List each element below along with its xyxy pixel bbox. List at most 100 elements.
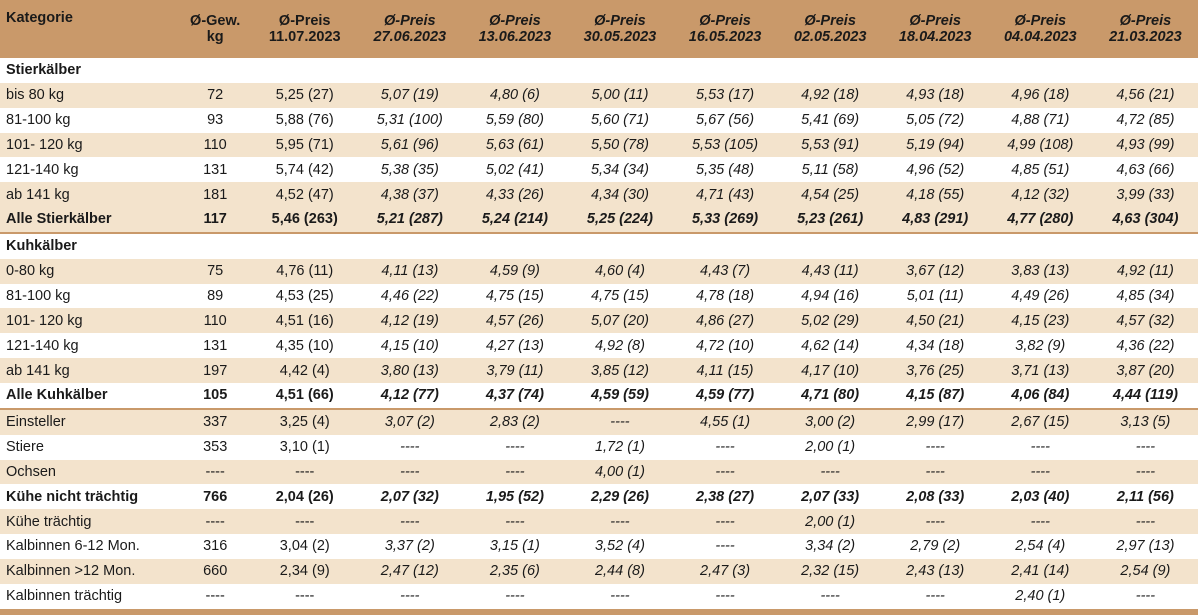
price-cell: 3,85 (12) (567, 358, 673, 383)
price-cell: 4,88 (71) (987, 107, 1093, 133)
price-cell: 3,07 (2) (357, 407, 463, 435)
price-cell: 4,76 (11) (252, 258, 358, 284)
price-cell: 3,34 (2) (777, 534, 883, 559)
price-cell: 4,78 (18) (672, 283, 778, 309)
price-cell: 5,61 (96) (357, 132, 463, 158)
category-cell: Kalbinnen 6-12 Mon. (0, 534, 179, 559)
price-cell: 4,92 (18) (777, 82, 883, 108)
table-row: Ochsen ---- ---- ---- ---- 4,00 (1) ---- ---- --… (0, 459, 1198, 485)
price-cell: 4,00 (1) (567, 459, 673, 485)
price-cell: ---- (252, 459, 358, 485)
header-price-date: Ø-Preis 16.05.2023 (672, 0, 778, 58)
price-cell: 5,53 (17) (672, 82, 778, 108)
price-cell: 5,02 (41) (462, 157, 568, 183)
price-cell: 5,31 (100) (357, 107, 463, 133)
price-cell: 4,57 (26) (462, 308, 568, 334)
price-cell: 4,49 (26) (987, 283, 1093, 309)
price-cell: ---- (672, 459, 778, 485)
price-cell: ---- (672, 583, 778, 609)
price-cell: 3,80 (13) (357, 358, 463, 383)
price-cell: 3,87 (20) (1092, 358, 1198, 383)
price-cell: 4,37 (74) (462, 382, 568, 410)
price-cell: 4,11 (15) (672, 358, 778, 383)
price-cell: 5,46 (263) (252, 207, 358, 234)
category-cell: ab 141 kg (0, 182, 179, 208)
price-cell: 2,54 (9) (1092, 558, 1198, 584)
table-row: 101- 120 kg 110 4,51 (16) 4,12 (19) 4,57 (26… (0, 308, 1198, 334)
price-cell: 2,32 (15) (777, 558, 883, 584)
weight-cell: 337 (178, 407, 253, 435)
price-cell: ---- (882, 434, 988, 460)
table-row: 121-140 kg 131 5,74 (42) 5,38 (35) 5,02 (41)… (0, 157, 1198, 183)
price-cell: 4,94 (16) (777, 283, 883, 309)
weight-cell: 131 (178, 333, 253, 359)
header-price-date: Ø-Preis 18.04.2023 (882, 0, 988, 58)
price-cell: 2,54 (4) (987, 534, 1093, 559)
price-cell: 4,63 (304) (1092, 207, 1198, 234)
price-cell: 3,13 (5) (1092, 407, 1198, 435)
price-cell: 5,00 (11) (567, 82, 673, 108)
price-cell: 2,00 (1) (777, 509, 883, 535)
price-cell: 2,29 (26) (567, 484, 673, 510)
price-cell: 2,40 (1) (987, 583, 1093, 609)
price-cell: 3,52 (4) (567, 534, 673, 559)
table-row: Kalbinnen trächtig ---- ---- ---- ---- ---- --… (0, 583, 1198, 609)
price-cell: 4,42 (4) (252, 358, 358, 383)
price-cell: 5,95 (71) (252, 132, 358, 158)
price-cell: ---- (777, 583, 883, 609)
price-cell: 4,15 (10) (357, 333, 463, 359)
weight-cell: ---- (178, 583, 253, 609)
price-cell: 3,15 (1) (462, 534, 568, 559)
price-cell: ---- (987, 459, 1093, 485)
price-cell: ---- (672, 509, 778, 535)
weight-cell: 197 (178, 358, 253, 383)
table-row: ab 141 kg 181 4,52 (47) 4,38 (37) 4,33 (26) 4… (0, 182, 1198, 208)
price-cell: ---- (777, 459, 883, 485)
weight-cell: 105 (178, 382, 253, 410)
category-cell: Stiere (0, 434, 179, 460)
category-cell: Alle Kuhkälber (0, 382, 179, 410)
price-cell: 4,71 (80) (777, 382, 883, 410)
price-cell: 4,43 (11) (777, 258, 883, 284)
price-cell: 2,83 (2) (462, 407, 568, 435)
table-row: 0-80 kg 75 4,76 (11) 4,11 (13) 4,59 (9) 4,60 … (0, 258, 1198, 284)
weight-cell: ---- (178, 509, 253, 535)
price-cell: 4,60 (4) (567, 258, 673, 284)
price-cell: 4,96 (52) (882, 157, 988, 183)
price-cell: 5,35 (48) (672, 157, 778, 183)
category-cell: 101- 120 kg (0, 132, 179, 158)
price-cell: 5,74 (42) (252, 157, 358, 183)
price-cell: 4,57 (32) (1092, 308, 1198, 334)
price-cell: ---- (672, 434, 778, 460)
category-cell: bis 80 kg (0, 82, 179, 108)
price-cell: 4,80 (6) (462, 82, 568, 108)
price-cell: 5,19 (94) (882, 132, 988, 158)
price-cell: 3,71 (13) (987, 358, 1093, 383)
price-cell: 1,95 (52) (462, 484, 568, 510)
price-cell: 4,92 (11) (1092, 258, 1198, 284)
price-cell: 5,59 (80) (462, 107, 568, 133)
header-price-date: Ø-Preis 04.04.2023 (987, 0, 1093, 58)
price-cell: ---- (882, 459, 988, 485)
price-cell: 4,75 (15) (462, 283, 568, 309)
price-cell: 4,59 (9) (462, 258, 568, 284)
price-cell: 4,56 (21) (1092, 82, 1198, 108)
price-cell: 4,34 (18) (882, 333, 988, 359)
price-cell: 2,07 (32) (357, 484, 463, 510)
price-cell: ---- (1092, 583, 1198, 609)
price-cell: 3,99 (33) (1092, 182, 1198, 208)
price-cell: 5,25 (27) (252, 82, 358, 108)
price-cell: ---- (357, 459, 463, 485)
category-cell: 121-140 kg (0, 333, 179, 359)
price-cell: 4,15 (87) (882, 382, 988, 410)
price-cell: 4,93 (99) (1092, 132, 1198, 158)
weight-cell: 181 (178, 182, 253, 208)
price-cell: ---- (462, 434, 568, 460)
price-cell: 3,10 (1) (252, 434, 358, 460)
weight-cell: 75 (178, 258, 253, 284)
category-cell: 81-100 kg (0, 283, 179, 309)
price-cell: 2,11 (56) (1092, 484, 1198, 510)
category-cell: Kühe nicht trächtig (0, 484, 179, 510)
price-cell: 4,83 (291) (882, 207, 988, 234)
